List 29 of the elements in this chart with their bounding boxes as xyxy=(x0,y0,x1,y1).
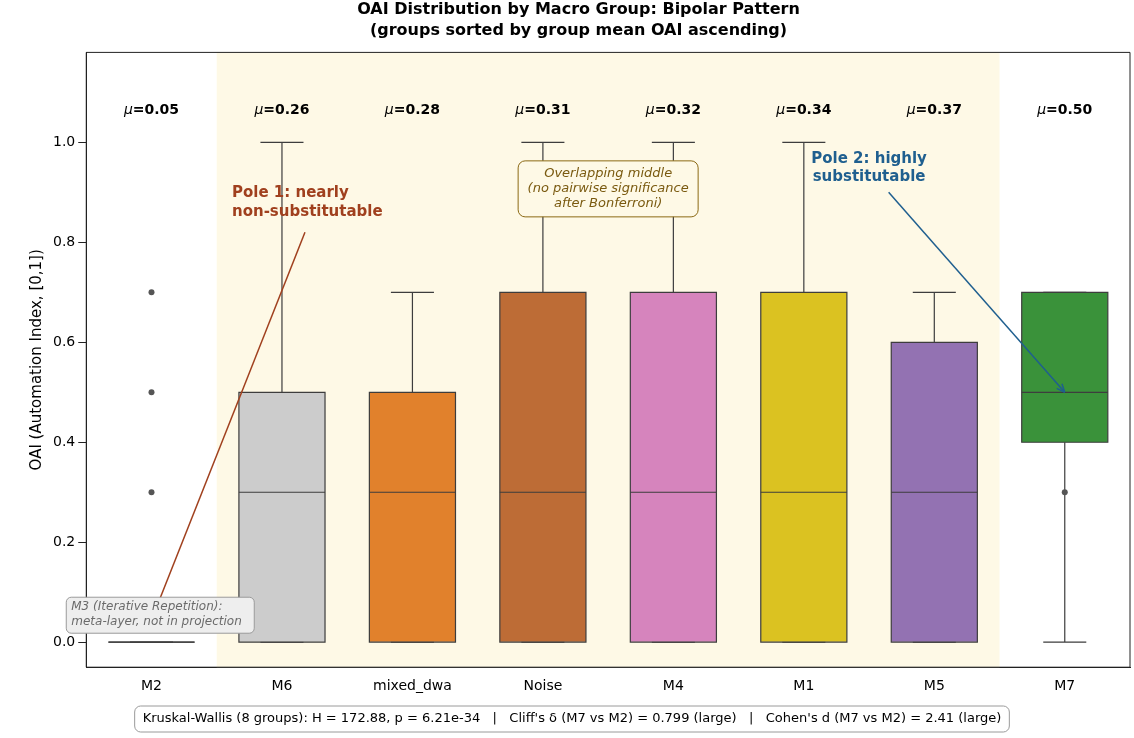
annotation: μ=0.32 xyxy=(644,100,701,117)
y-tick-label: 0.8 xyxy=(53,232,76,249)
y-tick-label: 0.2 xyxy=(53,532,76,549)
x-tick-label: mixed_dwa xyxy=(373,677,452,694)
annotation: μ=0.50 xyxy=(1036,100,1093,117)
x-tick-label: M4 xyxy=(662,677,684,694)
annotation: Pole 2: highly substitutable xyxy=(811,148,928,185)
x-tick-label: M1 xyxy=(793,677,815,694)
y-axis-title: OAI (Automation Index, [0,1]) xyxy=(26,249,45,471)
text: Kruskal-Wallis (8 groups): H = 172.88, p = 6.21e-34 | Cliff's δ (M7 vs M2) = 0.799 (large) | Cohen's d (M7 vs M2) = 2.41 (large) xyxy=(142,710,1002,726)
annotation: μ=0.26 xyxy=(253,100,310,117)
x-tick-label: Noise xyxy=(523,677,563,694)
y-tick-label: 0.4 xyxy=(53,432,76,449)
x-tick-label: M5 xyxy=(923,677,945,694)
annotation: μ=0.34 xyxy=(775,100,832,117)
y-tick-label: 1.0 xyxy=(53,133,76,150)
annotation: μ=0.31 xyxy=(514,100,571,117)
x-tick-label: M7 xyxy=(1054,677,1076,694)
chart-subtitle: (groups sorted by group mean OAI ascending) xyxy=(369,19,788,39)
x-tick-label: M2 xyxy=(141,677,162,694)
annotation: μ=0.37 xyxy=(905,100,962,117)
annotation: M3 (Iterative Repetition): meta-layer, not in projection xyxy=(71,599,242,629)
y-tick-label: 0.6 xyxy=(53,332,76,349)
annotation: μ=0.28 xyxy=(383,100,441,117)
y-tick-label: 0.0 xyxy=(53,632,76,649)
annotation: Overlapping middle (no pairwise significance after Bonferroni) xyxy=(527,165,689,211)
chart-title: OAI Distribution by Macro Group: Bipolar Pattern xyxy=(357,0,800,18)
x-tick-label: M6 xyxy=(271,677,293,694)
annotation: μ=0.05 xyxy=(122,100,180,117)
